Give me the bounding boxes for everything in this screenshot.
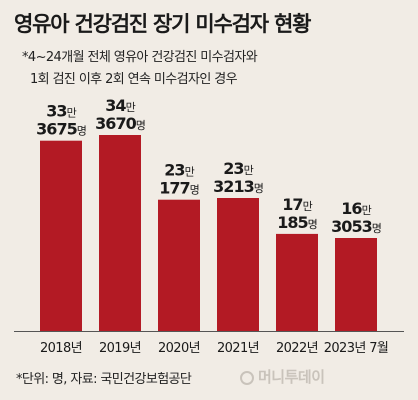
- bar-5: [335, 238, 377, 331]
- x-tick-label-2: 2020년: [158, 341, 200, 356]
- data-label-top-5: 16만: [341, 199, 371, 218]
- chart-baseline: [14, 331, 404, 332]
- data-label-top-4: 17만: [282, 195, 312, 214]
- bar-4: [276, 233, 318, 331]
- chart-note: *4~24개월 전체 영유아 건강검진 미수검자와 1회 검진 이후 2회 연속…: [22, 47, 412, 91]
- data-label-bottom-1: 3670명: [95, 114, 145, 133]
- data-label-bottom-3: 3213명: [213, 177, 263, 196]
- bar-2: [158, 199, 200, 331]
- publisher-name: 머니투데이: [258, 368, 325, 386]
- note-line-1: *4~24개월 전체 영유아 건강검진 미수검자와: [22, 50, 258, 65]
- publisher-watermark: 머니투데이: [240, 366, 325, 387]
- x-tick-label-4: 2022년: [276, 341, 318, 356]
- bar-1: [99, 135, 141, 331]
- data-label-top-3: 23만: [223, 159, 253, 178]
- x-tick-label-3: 2021년: [217, 341, 259, 356]
- x-tick-label-5: 2023년 7월: [324, 341, 389, 356]
- bar-3: [217, 198, 259, 331]
- unit-source-note: *단위: 명, 자료: 국민건강보험공단: [16, 372, 192, 387]
- data-label-bottom-5: 3053명: [331, 217, 381, 236]
- publisher-logo-icon: [240, 371, 254, 385]
- x-tick-label-0: 2018년: [40, 341, 82, 356]
- note-line-2: 1회 검진 이후 2회 연속 미수검자인 경우: [30, 72, 238, 87]
- x-tick-label-1: 2019년: [99, 341, 141, 356]
- chart-title: 영유아 건강검진 장기 미수검자 현황: [14, 12, 311, 36]
- chart-footer: *단위: 명, 자료: 국민건강보험공단 머니투데이: [0, 362, 418, 400]
- data-label-top-2: 23만: [164, 161, 194, 180]
- bar-0: [40, 140, 82, 331]
- data-label-bottom-4: 185명: [277, 213, 317, 232]
- data-label-bottom-2: 177명: [159, 179, 199, 198]
- data-label-bottom-0: 3675명: [36, 120, 86, 139]
- data-label-top-1: 34만: [105, 96, 135, 115]
- bar-chart: 33만3675명2018년34만3670명2019년23만177명2020년23…: [36, 96, 389, 356]
- data-label-top-0: 33만: [46, 102, 76, 121]
